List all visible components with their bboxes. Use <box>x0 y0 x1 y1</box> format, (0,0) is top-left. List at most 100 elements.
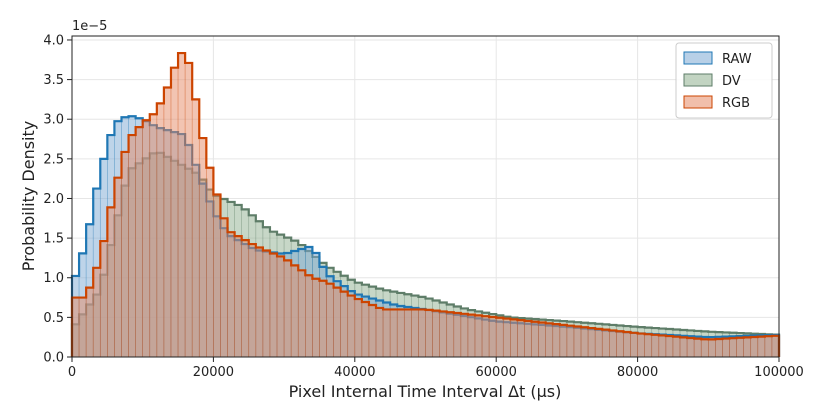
bar-rgb <box>743 337 752 358</box>
bar-rgb <box>368 304 377 358</box>
bar-rgb <box>693 338 702 358</box>
bar-rgb <box>156 103 165 358</box>
bar-rgb <box>234 235 242 358</box>
bar-rgb <box>609 330 617 358</box>
bar-rgb <box>439 311 448 358</box>
bar-rgb <box>488 316 497 358</box>
bar-rgb <box>531 321 539 358</box>
y-tick-label: 3.5 <box>43 73 64 88</box>
bar-rgb <box>707 339 716 358</box>
bar-rgb <box>672 336 681 358</box>
bar-rgb <box>255 247 264 358</box>
bar-rgb <box>184 62 193 358</box>
bar-rgb <box>382 309 391 358</box>
bar-rgb <box>333 287 341 358</box>
x-tick-label: 100000 <box>754 365 804 380</box>
y-tick-label: 4.0 <box>43 33 64 48</box>
bar-rgb <box>340 291 349 358</box>
bar-rgb <box>319 280 327 358</box>
y-axis-title: Probability Density <box>19 121 38 272</box>
bar-rgb <box>686 337 695 358</box>
bar-rgb <box>121 151 129 358</box>
x-tick-label: 60000 <box>476 365 517 380</box>
x-tick-label: 80000 <box>617 365 658 380</box>
legend-swatch-dv <box>683 73 713 87</box>
bar-rgb <box>403 309 412 358</box>
bar-rgb <box>78 297 87 358</box>
bar-rgb <box>297 270 306 358</box>
bar-rgb <box>305 274 313 358</box>
series-rgb <box>70 51 781 358</box>
bar-rgb <box>354 298 363 358</box>
bar-rgb <box>276 256 285 358</box>
legend-swatch-rgb <box>683 95 713 109</box>
y-tick-label: 1.5 <box>43 232 64 247</box>
x-axis-title: Pixel Internal Time Interval Δt (μs) <box>289 382 562 401</box>
bar-rgb <box>545 323 554 358</box>
bar-rgb <box>432 310 440 358</box>
x-tick-label: 20000 <box>193 365 234 380</box>
bar-rgb <box>290 265 299 358</box>
bar-rgb <box>651 334 660 358</box>
bar-rgb <box>361 301 370 358</box>
bar-rgb <box>517 319 525 358</box>
bar-rgb <box>566 325 575 358</box>
bar-rgb <box>538 322 546 358</box>
bar-rgb <box>389 309 398 358</box>
y-tick-label: 3.0 <box>43 113 64 128</box>
legend: RAW DV RGB <box>675 42 773 119</box>
bar-rgb <box>616 330 624 358</box>
bar-rgb <box>495 317 504 358</box>
x-tick-label: 0 <box>68 365 76 380</box>
bar-rgb <box>467 314 476 358</box>
legend-label-raw: RAW <box>722 52 752 67</box>
bar-rgb <box>552 323 561 358</box>
bar-rgb <box>227 231 235 358</box>
bar-rgb <box>623 331 631 358</box>
bar-rgb <box>524 320 532 358</box>
bar-rgb <box>510 319 518 358</box>
bar-rgb <box>700 338 709 358</box>
bar-rgb <box>573 326 582 358</box>
bar-rgb <box>764 335 773 358</box>
bar-rgb <box>135 126 144 358</box>
bar-rgb <box>750 336 759 358</box>
bar-rgb <box>757 336 766 358</box>
y-tick-label: 0.0 <box>43 351 64 366</box>
bar-rgb <box>142 119 151 358</box>
bar-rgb <box>170 67 179 358</box>
bar-rgb <box>474 315 483 358</box>
bar-rgb <box>481 315 490 358</box>
bar-rgb <box>220 217 228 358</box>
bar-rgb <box>587 327 596 358</box>
bar-rgb <box>502 318 511 358</box>
bar-rgb <box>665 335 674 358</box>
bar-rgb <box>425 309 433 358</box>
bar-rgb <box>326 283 334 358</box>
bar-rgb <box>729 337 737 358</box>
bar-rgb <box>644 333 653 358</box>
y-tick-label: 0.5 <box>43 311 64 326</box>
bar-rgb <box>411 309 419 358</box>
plot-frame <box>71 35 780 358</box>
bar-rgb <box>198 137 207 358</box>
bar-rgb <box>312 278 320 358</box>
y-tick-label: 2.0 <box>43 192 64 207</box>
bar-rgb <box>206 167 214 358</box>
bar-rgb <box>241 239 250 358</box>
bar-rgb <box>559 324 568 358</box>
bar-rgb <box>375 307 384 358</box>
bar-rgb <box>722 338 730 358</box>
bar-rgb <box>446 311 455 358</box>
y-tick-label: 2.5 <box>43 152 64 167</box>
legend-label-dv: DV <box>722 74 741 89</box>
bar-rgb <box>580 326 589 358</box>
bar-rgb <box>396 309 405 358</box>
bar-rgb <box>715 338 723 358</box>
bar-rgb <box>736 337 744 358</box>
legend-label-rgb: RGB <box>722 96 750 111</box>
bar-rgb <box>460 313 469 358</box>
histogram-layer <box>70 51 781 358</box>
bar-rgb <box>269 253 278 358</box>
